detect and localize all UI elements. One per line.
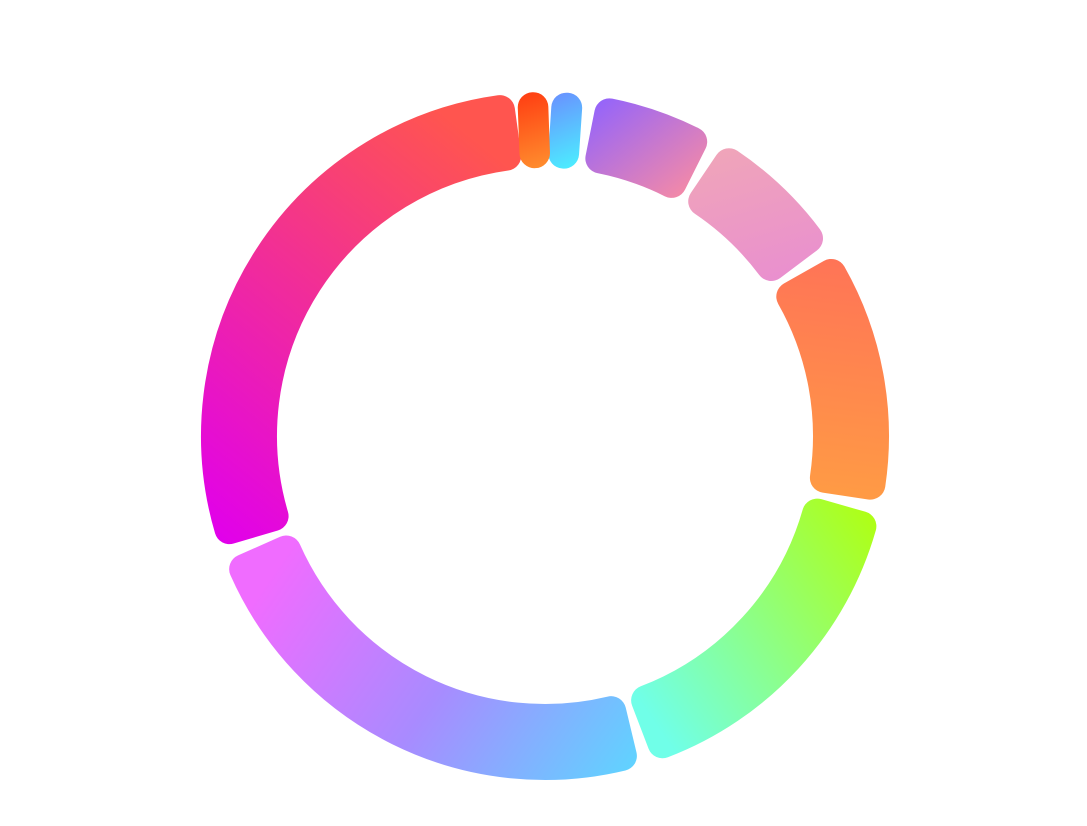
donut-slice-6[interactable] <box>229 535 637 780</box>
slices-group <box>201 92 889 780</box>
donut-slice-7[interactable] <box>201 95 522 545</box>
donut-slice-2[interactable] <box>585 98 708 198</box>
donut-slice-3[interactable] <box>688 148 824 281</box>
donut-slice-5[interactable] <box>631 498 877 759</box>
donut-slice-4[interactable] <box>776 258 889 500</box>
donut-slice-8[interactable] <box>517 92 550 169</box>
donut-slice-1[interactable] <box>548 92 583 169</box>
